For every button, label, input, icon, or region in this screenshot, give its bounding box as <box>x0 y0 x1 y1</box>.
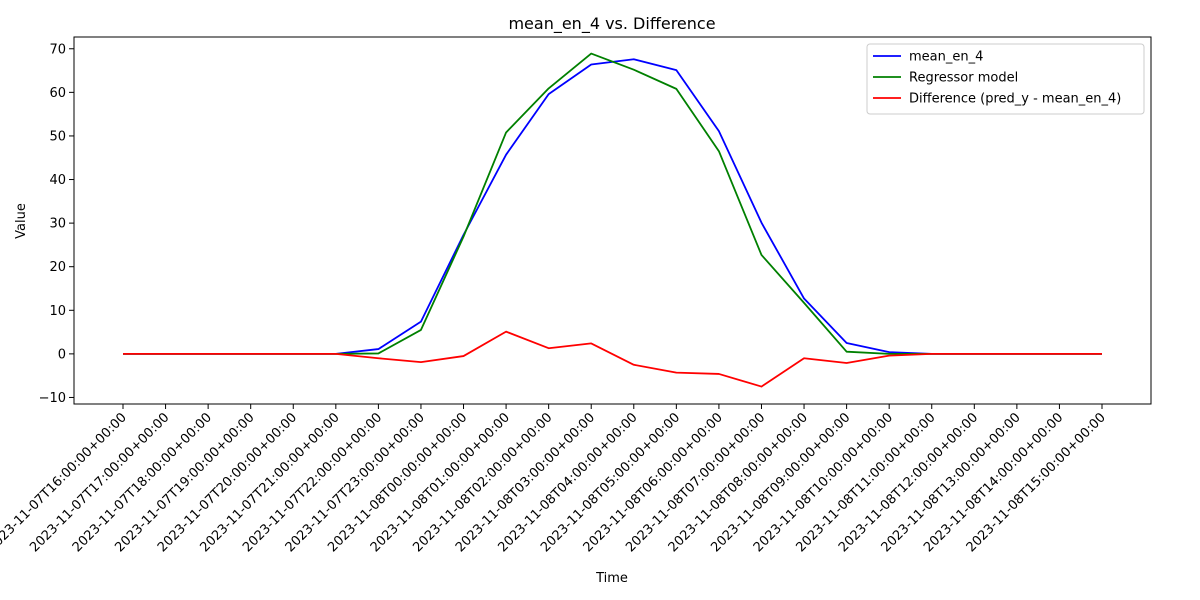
y-tick-label: 30 <box>49 217 66 232</box>
legend-entry-label: Regressor model <box>909 71 1018 86</box>
y-tick-label: 20 <box>49 260 66 275</box>
legend-box <box>866 43 1145 115</box>
series-group <box>123 52 1102 388</box>
chart-title: mean_en_4 vs. Difference <box>508 14 715 34</box>
plot-frame <box>73 36 1152 405</box>
y-tick-label: 40 <box>49 173 66 188</box>
y-tick-label: 0 <box>58 347 66 362</box>
legend-entry-label: Difference (pred_y - mean_en_4) <box>909 92 1121 107</box>
legend-entry-label: mean_en_4 <box>909 50 983 65</box>
y-tick-label: 60 <box>49 86 66 101</box>
y-tick-label: 50 <box>49 129 66 144</box>
y-axis-label: Value <box>14 203 29 239</box>
legend: mean_en_4 Regressor model Difference (pred… <box>866 43 1145 115</box>
y-tick-label: −10 <box>39 391 66 406</box>
y-tick-label: 10 <box>49 304 66 319</box>
series-line-2 <box>123 330 1102 388</box>
y-tick-label: 70 <box>49 42 66 57</box>
x-axis-label: Time <box>595 571 628 586</box>
